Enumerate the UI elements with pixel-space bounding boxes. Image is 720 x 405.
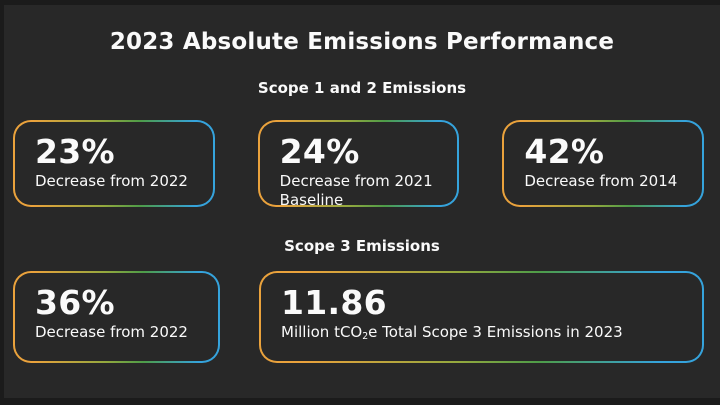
stat-value: 11.86 <box>281 282 387 322</box>
section-heading-scope-1-2: Scope 1 and 2 Emissions <box>257 78 467 97</box>
stat-card-scope3-decrease-2022: 36% Decrease from 2022 <box>13 271 220 363</box>
stat-value: 36% <box>35 282 115 322</box>
stat-card-decrease-2021-baseline: 24% Decrease from 2021 Baseline <box>258 120 460 209</box>
slide: 2023 Absolute Emissions Performance Scop… <box>4 5 720 398</box>
stat-label: Decrease from 2022 <box>35 171 188 190</box>
stat-card-total-scope3-emissions: 11.86 Million tCO2e Total Scope 3 Emissi… <box>259 271 704 363</box>
stat-label: Decrease from 2014 <box>524 171 678 190</box>
scope-1-2-card-row: 23% Decrease from 2022 24% Decrease from… <box>4 120 720 209</box>
page-title: 2023 Absolute Emissions Performance <box>109 29 615 55</box>
stat-value: 23% <box>35 131 115 171</box>
stat-value: 42% <box>524 131 605 171</box>
stat-value: 24% <box>279 131 360 171</box>
stat-label-subscript: 2 <box>362 331 369 343</box>
scope-3-card-row: 36% Decrease from 2022 11.86 Million tCO… <box>4 271 720 363</box>
stat-label-pre: Million tCO <box>281 322 363 341</box>
stat-label: Million tCO2e Total Scope 3 Emissions in… <box>281 323 682 343</box>
stat-label-post: e Total Scope 3 Emissions in 2023 <box>368 322 623 341</box>
stat-card-decrease-2014: 42% Decrease from 2014 <box>502 120 704 207</box>
stat-card-decrease-2022: 23% Decrease from 2022 <box>13 120 215 207</box>
stat-label: Decrease from 2021 Baseline <box>279 171 433 210</box>
stat-label: Decrease from 2022 <box>35 322 188 341</box>
section-heading-scope-3: Scope 3 Emissions <box>284 236 440 255</box>
